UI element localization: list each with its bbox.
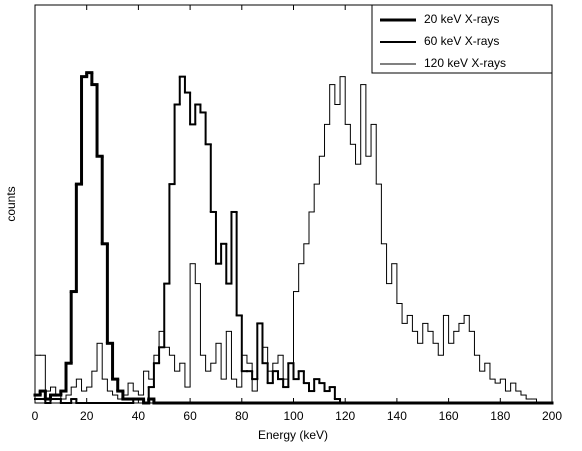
x-tick-label: 140	[387, 409, 407, 423]
legend-box	[371, 4, 553, 74]
x-tick-label: 100	[283, 409, 303, 423]
x-tick-label: 20	[80, 409, 94, 423]
x-tick-label: 200	[542, 409, 562, 423]
x-tick-label: 80	[235, 409, 249, 423]
x-tick-label: 60	[183, 409, 197, 423]
legend-label: 60 keV X-rays	[424, 34, 499, 48]
legend-label: 20 keV X-rays	[424, 12, 499, 26]
x-axis-label: Energy (keV)	[258, 428, 328, 442]
x-tick-label: 160	[439, 409, 459, 423]
plot-frame	[34, 4, 553, 404]
x-tick-label: 40	[132, 409, 146, 423]
x-tick-label: 120	[335, 409, 355, 423]
x-tick-label: 0	[32, 409, 39, 423]
x-tick-label: 180	[490, 409, 510, 423]
y-axis-label: counts	[4, 186, 18, 221]
legend-label: 120 keV X-rays	[424, 56, 506, 70]
